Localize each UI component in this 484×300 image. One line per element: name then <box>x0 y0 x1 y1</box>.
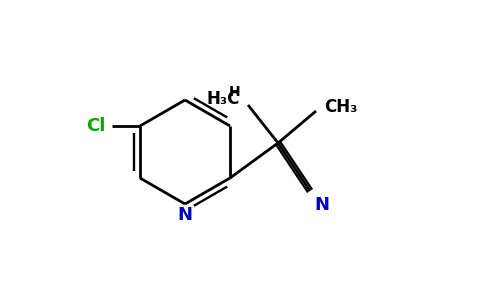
Text: CH₃: CH₃ <box>324 98 357 116</box>
Text: H₃C: H₃C <box>207 90 240 108</box>
Text: H: H <box>228 85 240 99</box>
Text: Cl: Cl <box>86 117 106 135</box>
Text: N: N <box>178 206 193 224</box>
Text: N: N <box>315 196 330 214</box>
